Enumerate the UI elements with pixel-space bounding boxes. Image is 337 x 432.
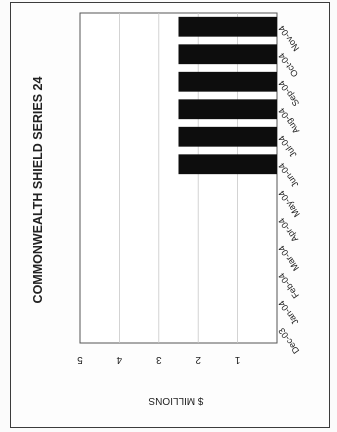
plot-area — [79, 12, 278, 344]
bar — [178, 44, 277, 65]
y-tick-label: 5 — [77, 354, 83, 365]
y-axis-label: $ MILLIONS — [148, 395, 203, 406]
y-tick-label: 2 — [195, 354, 201, 365]
y-tick-label: 1 — [234, 354, 240, 365]
x-tick-label: Jun-04 — [276, 161, 300, 189]
x-tick-label: Apr-04 — [276, 216, 300, 244]
x-tick-label: Jul-04 — [276, 134, 298, 160]
bar — [178, 126, 277, 147]
bar — [178, 99, 277, 120]
x-tick-label: Nov-04 — [276, 24, 301, 54]
bar — [178, 16, 277, 37]
bar — [178, 154, 277, 175]
x-tick-label: Feb-04 — [276, 271, 301, 300]
x-tick-label: May-04 — [276, 189, 301, 219]
y-axis-ticks: 1 2 3 4 5 — [77, 354, 241, 365]
y-tick-label: 3 — [156, 354, 162, 365]
x-tick-label: Aug-04 — [276, 106, 301, 136]
x-tick-label: Dec-03 — [276, 326, 301, 356]
x-tick-label: Sep-04 — [276, 79, 301, 109]
gridlines — [119, 13, 239, 343]
x-tick-label: Oct-04 — [276, 51, 300, 79]
bar — [178, 71, 277, 92]
bars — [178, 16, 277, 175]
x-tick-label: Mar-04 — [276, 244, 301, 273]
y-tick-label: 4 — [116, 354, 122, 365]
x-tick-label: Jan-04 — [276, 299, 300, 327]
x-axis-ticks: Dec-03Jan-04Feb-04Mar-04Apr-04May-04Jun-… — [276, 24, 301, 356]
chart-title: COMMONWEALTH SHIELD SERIES 24 — [31, 77, 45, 304]
